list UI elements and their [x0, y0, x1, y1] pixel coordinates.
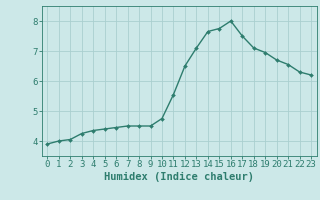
- X-axis label: Humidex (Indice chaleur): Humidex (Indice chaleur): [104, 172, 254, 182]
